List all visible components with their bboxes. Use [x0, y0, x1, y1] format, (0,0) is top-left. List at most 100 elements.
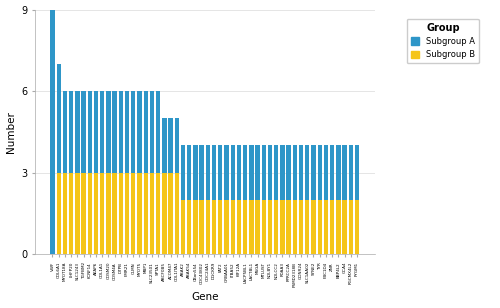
Bar	[156, 91, 160, 173]
Bar	[156, 173, 160, 254]
Bar	[131, 173, 136, 254]
Bar	[56, 64, 61, 173]
Bar	[330, 200, 334, 254]
Bar	[62, 173, 67, 254]
Bar	[230, 200, 235, 254]
Bar	[318, 145, 322, 200]
Bar	[305, 200, 310, 254]
Bar	[274, 200, 278, 254]
Bar	[168, 173, 172, 254]
Bar	[305, 145, 310, 200]
Bar	[249, 145, 254, 200]
Bar	[243, 145, 248, 200]
Bar	[218, 145, 222, 200]
Bar	[286, 200, 291, 254]
Bar	[212, 145, 216, 200]
Bar	[94, 173, 98, 254]
Bar	[224, 145, 228, 200]
Bar	[256, 200, 260, 254]
Bar	[82, 173, 86, 254]
Bar	[187, 200, 192, 254]
Bar	[75, 91, 80, 173]
Bar	[125, 91, 129, 173]
Bar	[118, 173, 123, 254]
Bar	[200, 145, 204, 200]
Bar	[348, 145, 353, 200]
Bar	[181, 145, 185, 200]
Bar	[312, 200, 316, 254]
Bar	[88, 173, 92, 254]
Bar	[236, 145, 241, 200]
Bar	[286, 145, 291, 200]
Bar	[280, 200, 284, 254]
Bar	[118, 91, 123, 173]
Bar	[112, 91, 117, 173]
Bar	[106, 173, 110, 254]
Bar	[292, 145, 297, 200]
Bar	[324, 200, 328, 254]
Bar	[324, 145, 328, 200]
Bar	[168, 118, 172, 173]
Bar	[292, 200, 297, 254]
Bar	[82, 91, 86, 173]
Bar	[88, 91, 92, 173]
Bar	[144, 173, 148, 254]
Bar	[212, 200, 216, 254]
Bar	[218, 200, 222, 254]
Y-axis label: Number: Number	[6, 111, 16, 153]
Bar	[330, 145, 334, 200]
Bar	[181, 200, 185, 254]
Bar	[100, 173, 104, 254]
Bar	[106, 91, 110, 173]
Bar	[138, 173, 141, 254]
Bar	[299, 200, 303, 254]
Bar	[162, 173, 166, 254]
Bar	[138, 91, 141, 173]
Bar	[348, 200, 353, 254]
Bar	[56, 173, 61, 254]
Bar	[174, 118, 179, 173]
Bar	[336, 145, 340, 200]
Bar	[280, 145, 284, 200]
Bar	[342, 200, 346, 254]
X-axis label: Gene: Gene	[191, 292, 218, 302]
Bar	[94, 91, 98, 173]
Bar	[193, 200, 198, 254]
Bar	[200, 200, 204, 254]
Bar	[243, 200, 248, 254]
Bar	[355, 145, 359, 200]
Bar	[206, 145, 210, 200]
Bar	[355, 200, 359, 254]
Bar	[342, 145, 346, 200]
Bar	[318, 200, 322, 254]
Bar	[299, 145, 303, 200]
Bar	[262, 145, 266, 200]
Legend: Subgroup A, Subgroup B: Subgroup A, Subgroup B	[406, 18, 479, 63]
Bar	[262, 200, 266, 254]
Bar	[50, 10, 54, 254]
Bar	[174, 173, 179, 254]
Bar	[224, 200, 228, 254]
Bar	[268, 145, 272, 200]
Bar	[69, 173, 73, 254]
Bar	[236, 200, 241, 254]
Bar	[256, 145, 260, 200]
Bar	[336, 200, 340, 254]
Bar	[312, 145, 316, 200]
Bar	[206, 200, 210, 254]
Bar	[69, 91, 73, 173]
Bar	[125, 173, 129, 254]
Bar	[75, 173, 80, 254]
Bar	[131, 91, 136, 173]
Bar	[100, 91, 104, 173]
Bar	[193, 145, 198, 200]
Bar	[187, 145, 192, 200]
Bar	[268, 200, 272, 254]
Bar	[112, 173, 117, 254]
Bar	[150, 91, 154, 173]
Bar	[249, 200, 254, 254]
Bar	[230, 145, 235, 200]
Bar	[162, 118, 166, 173]
Bar	[144, 91, 148, 173]
Bar	[150, 173, 154, 254]
